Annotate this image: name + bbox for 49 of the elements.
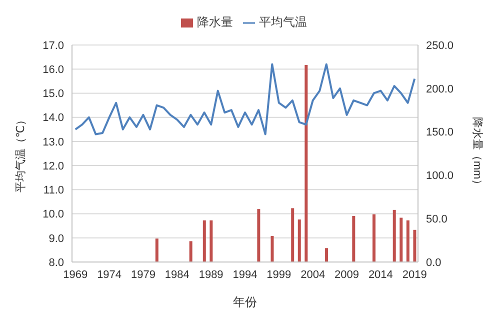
y2-tick-label: 50.0 bbox=[426, 214, 448, 226]
y-tick-label: 15.0 bbox=[42, 88, 64, 100]
legend-label: 平均气温 bbox=[259, 15, 307, 29]
bar bbox=[406, 220, 410, 262]
y-tick-label: 8.0 bbox=[48, 256, 64, 269]
x-tick-label: 1984 bbox=[164, 268, 190, 281]
y2-tick-label: 100.0 bbox=[426, 170, 454, 182]
y-tick-label: 16.0 bbox=[42, 64, 64, 76]
y-tick-label: 13.0 bbox=[42, 136, 64, 148]
bar bbox=[257, 209, 260, 262]
bar bbox=[298, 219, 301, 262]
x-tick-label: 2004 bbox=[300, 268, 326, 281]
x-tick-label: 1974 bbox=[97, 268, 122, 281]
y-tick-label: 11.0 bbox=[43, 184, 64, 197]
y-axis-title: 平均气温（℃） bbox=[14, 114, 27, 193]
y2-tick-label: 150.0 bbox=[426, 126, 454, 139]
y-tick-label: 14.0 bbox=[42, 112, 64, 124]
bar bbox=[325, 248, 328, 262]
line-series bbox=[74, 63, 416, 136]
x-tick-label: 1989 bbox=[198, 268, 224, 281]
x-tick-label: 2009 bbox=[334, 268, 360, 281]
bar bbox=[202, 220, 206, 262]
bar bbox=[392, 210, 396, 262]
y2-axis-title: 降水量（mm） bbox=[471, 116, 484, 190]
bar bbox=[155, 238, 158, 262]
bar bbox=[210, 220, 213, 262]
bar bbox=[189, 241, 192, 262]
x-axis-title: 年份 bbox=[233, 295, 257, 309]
x-tick-label: 1999 bbox=[266, 268, 292, 281]
y-tick-label: 12.0 bbox=[42, 160, 64, 172]
y-tick-label: 10.0 bbox=[42, 208, 64, 221]
y-tick-label: 9.0 bbox=[48, 232, 64, 245]
bar bbox=[291, 208, 294, 262]
x-tick-label: 1969 bbox=[63, 268, 88, 281]
bar bbox=[352, 216, 356, 262]
y2-tick-label: 0.0 bbox=[426, 256, 442, 269]
bar bbox=[304, 64, 308, 262]
bar bbox=[400, 218, 403, 262]
y2-tick-label: 250.0 bbox=[426, 40, 454, 52]
bar bbox=[372, 214, 376, 262]
legend-label: 降水量 bbox=[197, 15, 233, 29]
x-tick-label: 1979 bbox=[130, 268, 156, 281]
x-tick-label: 2019 bbox=[402, 268, 427, 281]
x-tick-label: 2014 bbox=[368, 268, 393, 281]
x-tick-label: 1994 bbox=[232, 268, 258, 281]
y2-tick-label: 200.0 bbox=[426, 83, 454, 96]
y-tick-label: 17.0 bbox=[42, 40, 64, 52]
bar bbox=[413, 230, 416, 262]
bar bbox=[270, 236, 274, 262]
